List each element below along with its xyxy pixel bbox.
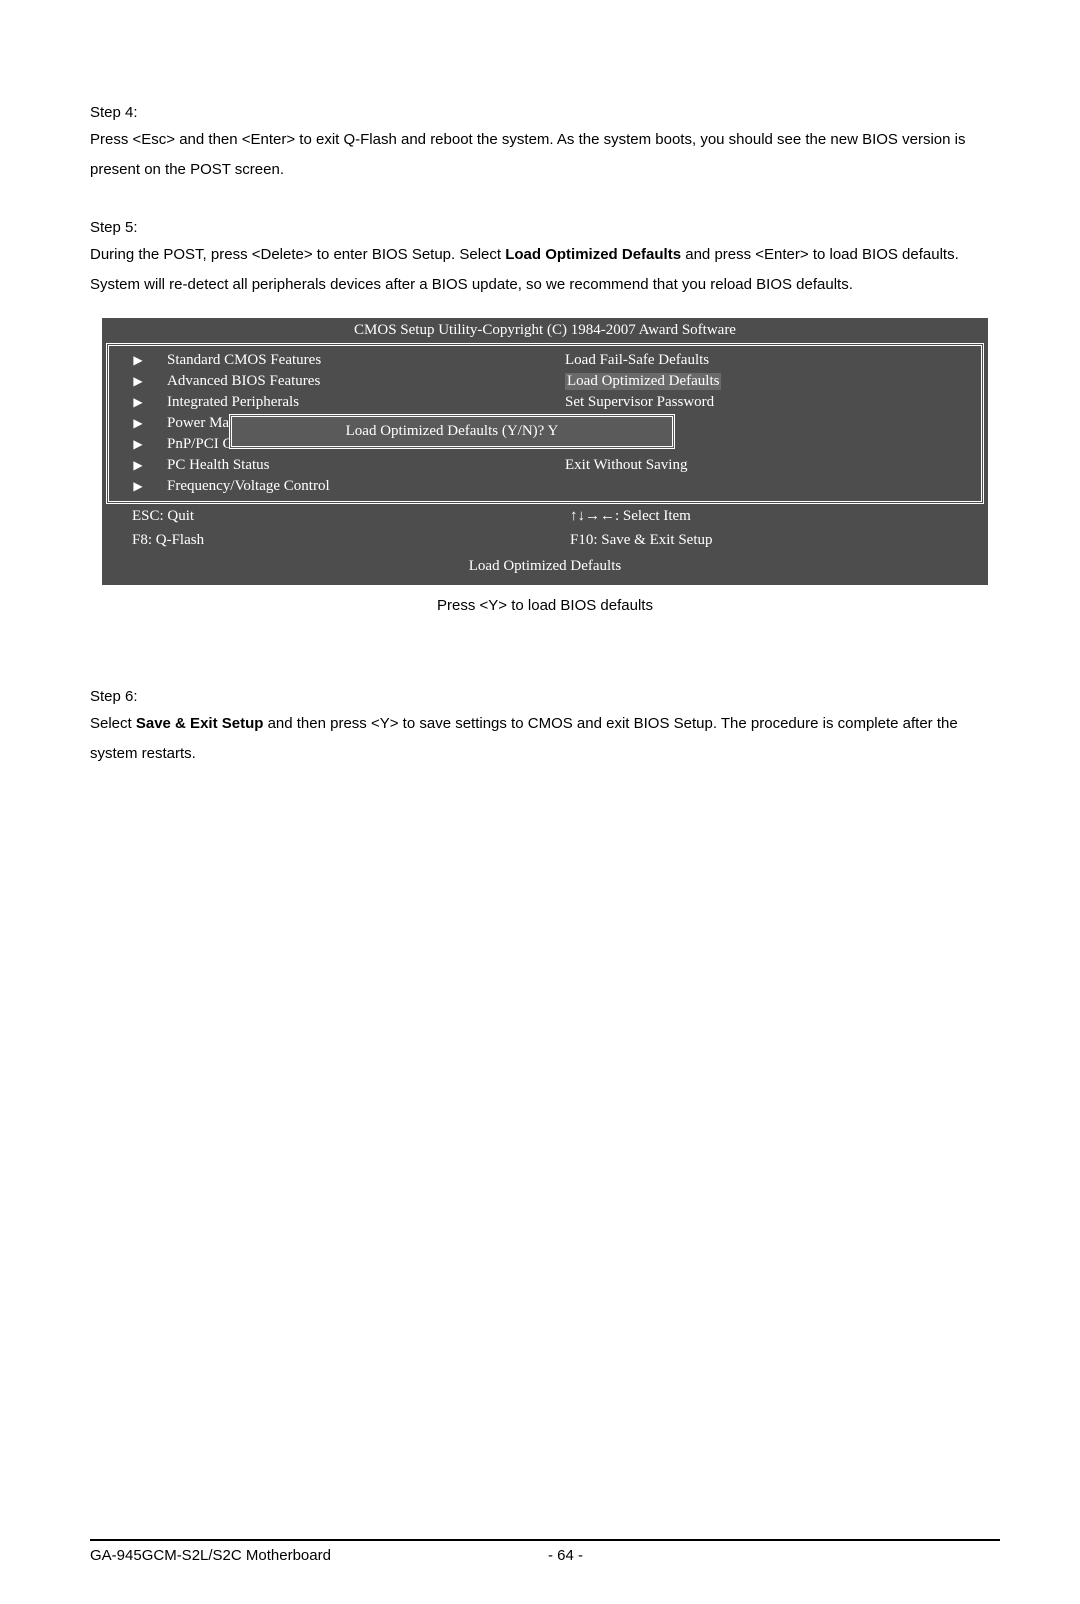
step6-text: Select Save & Exit Setup and then press …	[90, 709, 1000, 769]
bios-footer: Load Optimized Defaults	[102, 554, 988, 581]
bios-menu-item: Set Supervisor Password	[545, 392, 981, 413]
step5-text: During the POST, press <Delete> to enter…	[90, 240, 1000, 300]
menu-label: Set Supervisor Password	[565, 394, 714, 411]
step4-label: Step 4:	[90, 104, 1000, 121]
menu-label: Integrated Peripherals	[167, 394, 545, 411]
step5-label: Step 5:	[90, 219, 1000, 236]
page-footer: GA-945GCM-S2L/S2C Motherboard - 64 -	[90, 1539, 1000, 1564]
bios-menu-item: ▶PC Health Status	[109, 455, 545, 476]
bios-caption: Press <Y> to load BIOS defaults	[90, 597, 1000, 614]
legend-f10: F10: Save & Exit Setup	[550, 532, 988, 552]
menu-label: Frequency/Voltage Control	[167, 478, 545, 495]
bios-title: CMOS Setup Utility-Copyright (C) 1984-20…	[102, 318, 988, 341]
legend-f8: F8: Q-Flash	[102, 532, 550, 552]
triangle-right-icon: ▶	[109, 458, 167, 473]
step6-bold: Save & Exit Setup	[136, 715, 264, 732]
triangle-right-icon: ▶	[109, 395, 167, 410]
dialog-text: Load Optimized Defaults (Y/N)? Y	[346, 423, 559, 439]
bios-menu-item: ▶Advanced BIOS Features	[109, 371, 545, 392]
menu-label: Standard CMOS Features	[167, 352, 545, 369]
bios-menu-item: ▶Frequency/Voltage Control	[109, 476, 545, 497]
bios-inner: ▶Standard CMOS Features ▶Advanced BIOS F…	[106, 343, 984, 504]
bios-setup-screenshot: CMOS Setup Utility-Copyright (C) 1984-20…	[100, 316, 990, 587]
bios-menu-item: ▶Integrated Peripherals	[109, 392, 545, 413]
footer-divider	[90, 1539, 1000, 1541]
triangle-right-icon: ▶	[109, 374, 167, 389]
triangle-right-icon: ▶	[109, 416, 167, 431]
bios-dialog: Load Optimized Defaults (Y/N)? Y	[229, 414, 675, 449]
step4-text: Press <Esc> and then <Enter> to exit Q-F…	[90, 125, 1000, 185]
bios-legend: F8: Q-Flash F10: Save & Exit Setup	[102, 530, 988, 554]
step5-text-before: During the POST, press <Delete> to enter…	[90, 246, 505, 263]
legend-select: ↑↓→←: Select Item	[550, 508, 988, 528]
menu-label: Advanced BIOS Features	[167, 373, 545, 390]
step6-text-before: Select	[90, 715, 136, 732]
triangle-right-icon: ▶	[109, 437, 167, 452]
triangle-right-icon: ▶	[109, 353, 167, 368]
step6-label: Step 6:	[90, 688, 1000, 705]
footer-product: GA-945GCM-S2L/S2C Motherboard	[90, 1547, 331, 1564]
bios-menu-item: Load Fail-Safe Defaults	[545, 350, 981, 371]
menu-label: PC Health Status	[167, 457, 545, 474]
bios-legend: ESC: Quit ↑↓→←: Select Item	[102, 506, 988, 530]
menu-label: Exit Without Saving	[565, 457, 687, 474]
menu-label: Load Fail-Safe Defaults	[565, 352, 709, 369]
triangle-right-icon: ▶	[109, 479, 167, 494]
bios-menu-item: ▶Standard CMOS Features	[109, 350, 545, 371]
step5-bold: Load Optimized Defaults	[505, 246, 681, 263]
bios-menu-item: Exit Without Saving	[545, 455, 981, 476]
bios-menu-item: Load Optimized Defaults	[545, 371, 981, 392]
menu-label-highlighted: Load Optimized Defaults	[565, 373, 721, 390]
footer-page-number: - 64 -	[331, 1547, 1000, 1564]
legend-esc: ESC: Quit	[102, 508, 550, 528]
